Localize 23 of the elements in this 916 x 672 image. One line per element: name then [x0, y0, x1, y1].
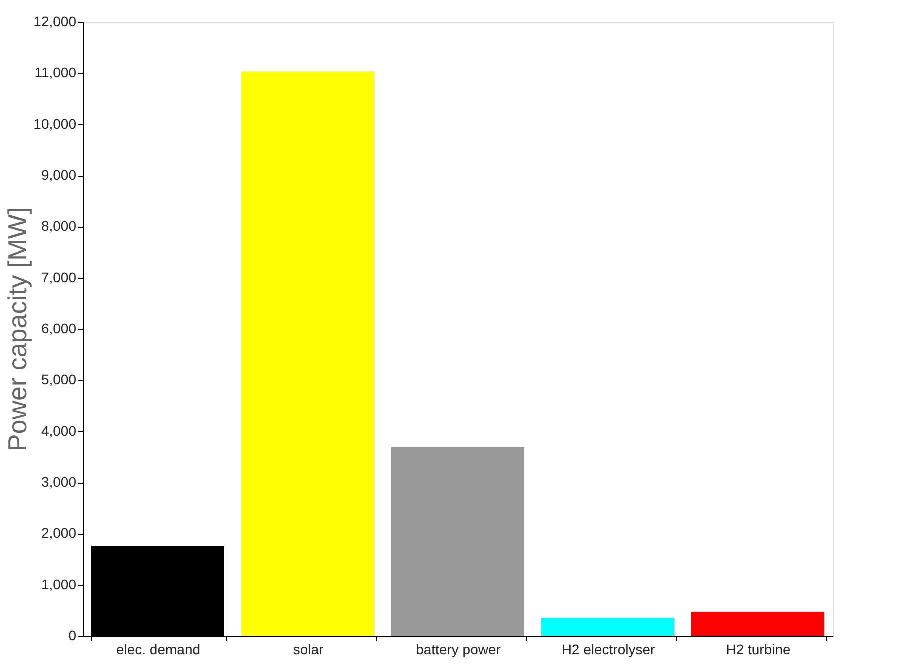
y-tick-label: 0 — [68, 628, 77, 644]
y-tick-label: 10,000 — [34, 116, 77, 132]
y-tick-label: 7,000 — [41, 269, 77, 286]
bar — [692, 612, 824, 636]
bar — [392, 447, 524, 636]
bar — [542, 618, 674, 636]
x-tick-label: elec. demand — [116, 642, 201, 658]
y-tick-label: 6,000 — [41, 320, 77, 336]
y-tick-label: 11,000 — [34, 64, 77, 81]
y-tick-label: 12,000 — [34, 14, 77, 30]
y-tick-label: 5,000 — [41, 372, 77, 388]
x-tick-label: solar — [293, 642, 324, 658]
x-tick-label: H2 turbine — [726, 642, 792, 658]
y-tick-label: 2,000 — [41, 525, 77, 542]
y-tick-label: 3,000 — [41, 474, 77, 490]
y-tick-label: 8,000 — [41, 218, 77, 234]
y-tick-label: 9,000 — [41, 167, 77, 183]
y-tick-label: 4,000 — [41, 422, 77, 439]
bar — [242, 72, 374, 636]
x-tick-label: battery power — [416, 642, 502, 658]
y-tick-label: 1,000 — [41, 576, 77, 592]
y-axis-title: Power capacity [MW] — [2, 207, 33, 452]
x-tick-label: H2 electrolyser — [562, 642, 656, 658]
